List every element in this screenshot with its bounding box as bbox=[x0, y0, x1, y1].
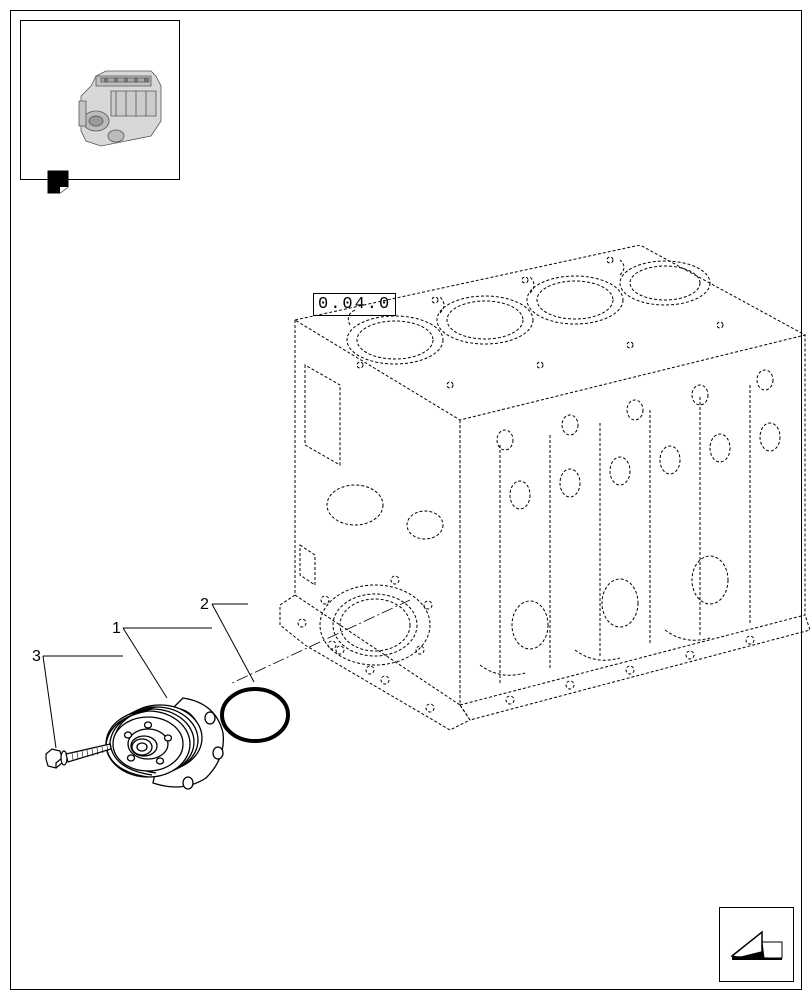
page-curl-icon bbox=[46, 169, 74, 195]
callout-2: 2 bbox=[200, 596, 209, 614]
thumbnail-box bbox=[20, 20, 180, 180]
callout-1: 1 bbox=[112, 620, 121, 638]
engine-block-context bbox=[230, 245, 810, 865]
callout-3: 3 bbox=[32, 648, 41, 666]
next-page-icon[interactable] bbox=[719, 907, 794, 982]
engine-thumbnail-icon bbox=[61, 46, 181, 161]
arrow-icon bbox=[720, 908, 795, 983]
bolt-part bbox=[42, 740, 117, 782]
water-pump-part bbox=[98, 683, 233, 803]
